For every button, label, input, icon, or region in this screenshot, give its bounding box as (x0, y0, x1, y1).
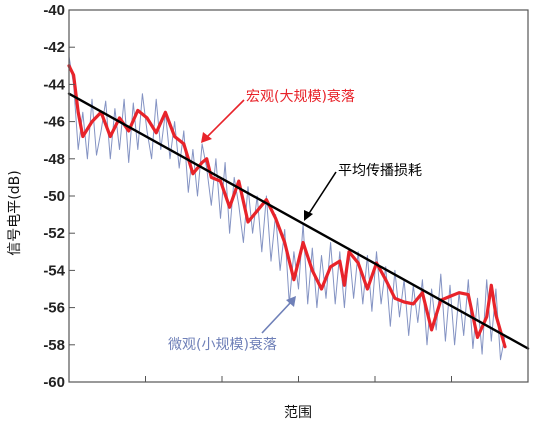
macro-fading-annotation: 宏观(大规模)衰落 (246, 88, 355, 105)
y-tick-label: -60 (43, 374, 65, 391)
macro-fading-arrowhead (201, 132, 212, 143)
y-axis-label: 信号电平(dB) (7, 170, 23, 255)
y-tick-label: -40 (43, 2, 65, 19)
plot-frame (68, 9, 529, 383)
path-loss-layer (67, 92, 530, 350)
x-axis-label: 范围 (284, 404, 312, 421)
y-tick-label: -52 (43, 225, 65, 242)
y-tick-label: -42 (43, 39, 65, 56)
y-tick-label: -48 (43, 151, 65, 168)
path-loss-series (67, 92, 530, 350)
y-tick-label: -46 (43, 114, 65, 131)
micro-fading-arrowhead (286, 296, 296, 307)
macro-fading-arrow (205, 99, 245, 139)
micro-fading-arrow (261, 300, 293, 334)
y-tick-label: -50 (43, 188, 65, 205)
path-loss-arrow (307, 171, 337, 216)
y-tick-label: -58 (43, 337, 65, 354)
path-loss-arrowhead (304, 210, 313, 221)
macro-fading-series (67, 64, 507, 349)
x-axis-ticks (145, 376, 452, 382)
y-axis-ticks: -40 -42 -44 -46 -48 -50 -52 -54 -56 -58 -60 (43, 2, 75, 391)
y-tick-label: -44 (43, 76, 65, 93)
macro-fading-layer (67, 64, 507, 349)
path-loss-annotation: 平均传播损耗 (338, 163, 422, 179)
y-tick-label: -54 (43, 262, 65, 279)
y-tick-label: -56 (43, 300, 65, 317)
micro-fading-annotation: 微观(小规模)衰落 (168, 336, 277, 353)
